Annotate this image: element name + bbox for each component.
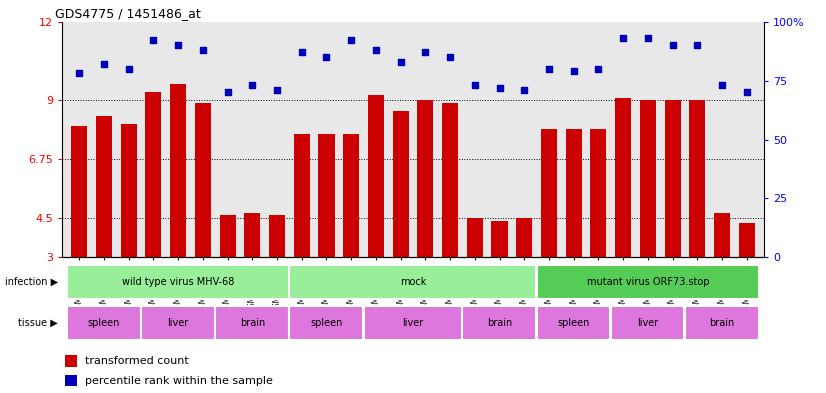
Bar xyxy=(442,103,458,257)
Point xyxy=(616,35,629,41)
Text: transformed count: transformed count xyxy=(85,356,189,366)
Bar xyxy=(170,84,186,257)
Bar xyxy=(610,307,685,340)
Bar xyxy=(67,265,289,299)
Bar xyxy=(537,307,610,340)
Text: brain: brain xyxy=(710,318,734,328)
Point xyxy=(543,66,556,72)
Bar xyxy=(269,215,285,257)
Point xyxy=(270,87,283,93)
Text: liver: liver xyxy=(637,318,658,328)
Bar xyxy=(516,218,532,257)
Bar xyxy=(65,375,77,386)
Text: GDS4775 / 1451486_at: GDS4775 / 1451486_at xyxy=(55,7,201,20)
Bar xyxy=(665,100,681,257)
Bar xyxy=(591,129,606,257)
Bar xyxy=(537,265,758,299)
Point xyxy=(394,59,407,65)
Text: brain: brain xyxy=(240,318,265,328)
Bar xyxy=(363,307,462,340)
Bar xyxy=(392,111,409,257)
Point xyxy=(468,82,482,88)
Bar xyxy=(220,215,235,257)
Bar xyxy=(463,307,536,340)
Point xyxy=(320,54,333,60)
Bar xyxy=(67,307,140,340)
Bar xyxy=(640,100,656,257)
Point xyxy=(147,37,160,44)
Bar xyxy=(96,116,112,257)
Point xyxy=(369,47,382,53)
Bar xyxy=(738,223,755,257)
Bar xyxy=(244,213,260,257)
Point xyxy=(740,89,753,95)
Point xyxy=(122,66,135,72)
Bar xyxy=(685,307,758,340)
Text: liver: liver xyxy=(402,318,424,328)
Bar xyxy=(689,100,705,257)
Bar xyxy=(615,97,631,257)
Point xyxy=(493,84,506,91)
Point xyxy=(666,42,679,48)
Bar xyxy=(145,92,161,257)
Point xyxy=(97,61,111,67)
Text: mock: mock xyxy=(400,277,426,287)
Bar xyxy=(467,218,483,257)
Point xyxy=(444,54,457,60)
Point xyxy=(73,70,86,77)
Bar xyxy=(71,127,88,257)
Bar xyxy=(195,103,211,257)
Bar xyxy=(65,356,77,367)
Point xyxy=(419,49,432,55)
Bar xyxy=(368,95,384,257)
Text: mutant virus ORF73.stop: mutant virus ORF73.stop xyxy=(586,277,709,287)
Text: infection ▶: infection ▶ xyxy=(5,277,58,287)
Point xyxy=(172,42,185,48)
Point xyxy=(221,89,235,95)
Text: percentile rank within the sample: percentile rank within the sample xyxy=(85,376,273,386)
Text: tissue ▶: tissue ▶ xyxy=(18,318,58,328)
Point xyxy=(567,68,581,74)
Bar xyxy=(566,129,582,257)
Text: wild type virus MHV-68: wild type virus MHV-68 xyxy=(122,277,235,287)
Point xyxy=(518,87,531,93)
Bar xyxy=(319,134,335,257)
Point xyxy=(245,82,259,88)
Point xyxy=(691,42,704,48)
Bar xyxy=(714,213,730,257)
Point xyxy=(197,47,210,53)
Bar xyxy=(417,100,434,257)
Point xyxy=(715,82,729,88)
Text: spleen: spleen xyxy=(311,318,343,328)
Bar xyxy=(141,307,215,340)
Bar xyxy=(343,134,359,257)
Bar xyxy=(491,221,507,257)
Point xyxy=(344,37,358,44)
Text: liver: liver xyxy=(168,318,189,328)
Text: brain: brain xyxy=(487,318,512,328)
Text: spleen: spleen xyxy=(88,318,120,328)
Point xyxy=(591,66,605,72)
Bar xyxy=(289,265,536,299)
Point xyxy=(295,49,308,55)
Bar xyxy=(121,124,137,257)
Text: spleen: spleen xyxy=(558,318,590,328)
Point xyxy=(641,35,654,41)
Bar xyxy=(289,307,363,340)
Bar xyxy=(541,129,557,257)
Bar xyxy=(216,307,289,340)
Bar xyxy=(294,134,310,257)
